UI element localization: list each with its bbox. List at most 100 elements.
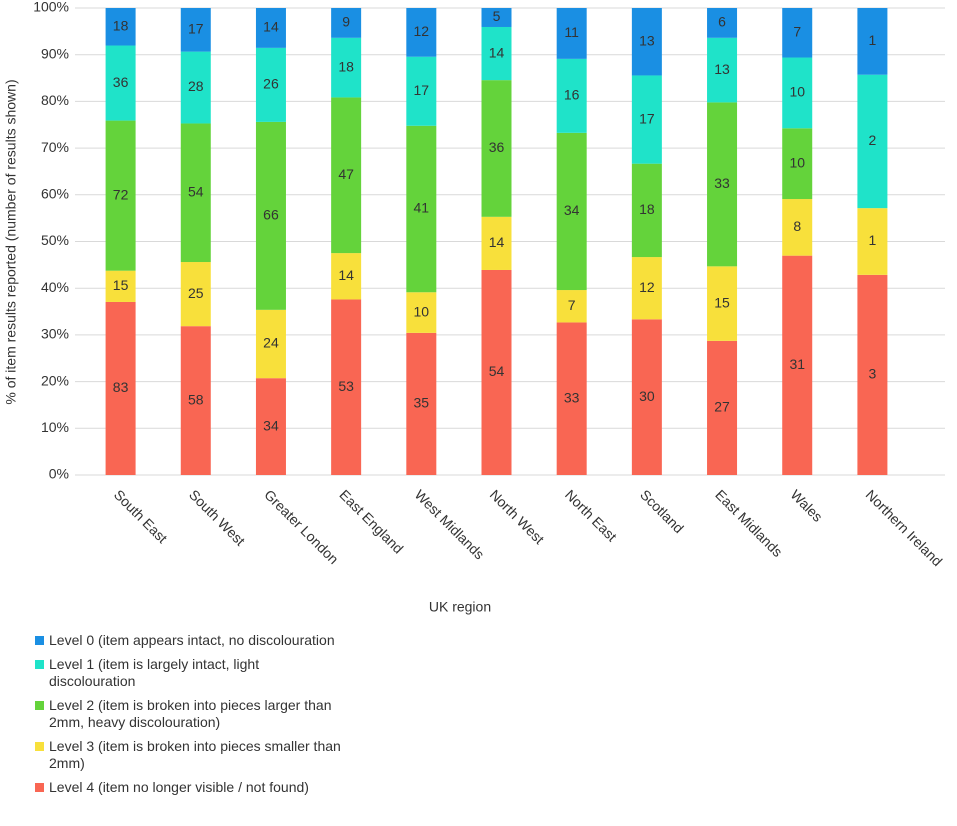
legend-item: Level 0 (item appears intact, no discolo… — [35, 632, 365, 649]
data-label: 34 — [564, 202, 580, 218]
bar-segment — [782, 8, 813, 58]
data-label: 33 — [564, 389, 580, 405]
data-label: 18 — [639, 201, 655, 217]
bar-segment — [481, 269, 512, 475]
data-label: 54 — [489, 363, 505, 379]
legend-swatch — [35, 660, 44, 669]
legend-label: Level 1 (item is largely intact, light d… — [49, 656, 260, 689]
data-label: 1 — [869, 32, 877, 48]
bar-segment — [406, 332, 437, 475]
bar-segment — [255, 121, 286, 310]
data-label: 9 — [342, 14, 350, 30]
bar-segment — [631, 257, 662, 320]
bar-segment — [105, 8, 136, 46]
legend-swatch — [35, 783, 44, 792]
bar-segment — [631, 163, 662, 258]
data-label: 58 — [188, 391, 204, 407]
bar-segment — [331, 97, 362, 254]
bar-segment — [180, 51, 211, 124]
data-label: 33 — [714, 175, 730, 191]
bar-segment — [857, 8, 888, 75]
legend-label: Level 0 (item appears intact, no discolo… — [49, 632, 335, 648]
data-label: 17 — [639, 110, 655, 126]
x-tick-label: East Midlands — [712, 486, 785, 559]
bar-segment — [782, 128, 813, 200]
data-label: 15 — [113, 277, 129, 293]
y-tick-label: 100% — [33, 0, 69, 15]
data-label: 17 — [414, 82, 430, 98]
legend-item: Level 4 (item no longer visible / not fo… — [35, 779, 365, 796]
x-tick-label: Scotland — [637, 486, 687, 536]
x-tick-label: South East — [111, 486, 171, 546]
bar-segment — [556, 322, 587, 475]
data-label: 83 — [113, 379, 129, 395]
data-label: 66 — [263, 207, 279, 223]
data-label: 14 — [489, 44, 505, 60]
legend-swatch — [35, 701, 44, 710]
bar-segment — [331, 253, 362, 300]
data-label: 18 — [113, 17, 129, 33]
bar-segment — [707, 340, 738, 475]
bar-segment — [331, 37, 362, 98]
data-label: 7 — [568, 297, 576, 313]
legend-swatch — [35, 636, 44, 645]
data-label: 15 — [714, 294, 730, 310]
data-label: 12 — [639, 279, 655, 295]
bar-segment — [406, 292, 437, 333]
x-tick-label: West Midlands — [412, 486, 488, 562]
bar-segment — [857, 208, 888, 275]
data-label: 47 — [338, 166, 354, 182]
y-tick-label: 10% — [41, 419, 69, 435]
y-tick-label: 60% — [41, 186, 69, 202]
y-tick-label: 40% — [41, 279, 69, 295]
x-tick-label: North East — [562, 486, 620, 544]
x-tick-label: North West — [487, 486, 548, 547]
y-tick-label: 20% — [41, 372, 69, 388]
bar-segment — [180, 123, 211, 263]
bar-segment — [331, 299, 362, 475]
y-axis-title: % of item results reported (number of re… — [3, 79, 19, 404]
data-label: 17 — [188, 21, 204, 37]
data-label: 3 — [869, 366, 877, 382]
data-label: 10 — [789, 84, 805, 100]
y-tick-label: 50% — [41, 232, 69, 248]
data-label: 13 — [639, 32, 655, 48]
bar-segment — [180, 326, 211, 475]
data-label: 10 — [414, 303, 430, 319]
bar-segment — [782, 57, 813, 129]
data-label: 8 — [793, 218, 801, 234]
bar-segment — [255, 378, 286, 475]
bar-segment — [331, 8, 362, 38]
bar-segment — [406, 8, 437, 57]
legend: Level 0 (item appears intact, no discolo… — [35, 632, 365, 803]
bar-segment — [180, 262, 211, 327]
bar-segment — [481, 26, 512, 81]
bar-segment — [255, 309, 286, 379]
data-label: 7 — [793, 23, 801, 39]
data-label: 10 — [789, 154, 805, 170]
data-label: 1 — [869, 232, 877, 248]
bar-segment — [481, 216, 512, 270]
bar-segment — [707, 37, 738, 103]
x-axis-title: UK region — [429, 599, 491, 615]
bar-segment — [631, 75, 662, 164]
bar-segment — [782, 199, 813, 256]
legend-swatch — [35, 742, 44, 751]
legend-label: Level 4 (item no longer visible / not fo… — [49, 779, 309, 795]
data-label: 31 — [789, 356, 805, 372]
legend-label: Level 2 (item is broken into pieces larg… — [49, 697, 332, 730]
data-label: 34 — [263, 417, 279, 433]
bar-segment — [707, 8, 738, 38]
data-label: 35 — [414, 395, 430, 411]
data-label: 14 — [338, 267, 354, 283]
bar-segment — [105, 45, 136, 121]
bar-segment — [556, 290, 587, 323]
legend-item: Level 2 (item is broken into pieces larg… — [35, 697, 365, 731]
data-label: 36 — [489, 139, 505, 155]
bar-segment — [857, 274, 888, 475]
legend-label: Level 3 (item is broken into pieces smal… — [49, 738, 341, 771]
bar-segment — [105, 301, 136, 475]
data-label: 24 — [263, 335, 279, 351]
y-tick-label: 90% — [41, 45, 69, 61]
